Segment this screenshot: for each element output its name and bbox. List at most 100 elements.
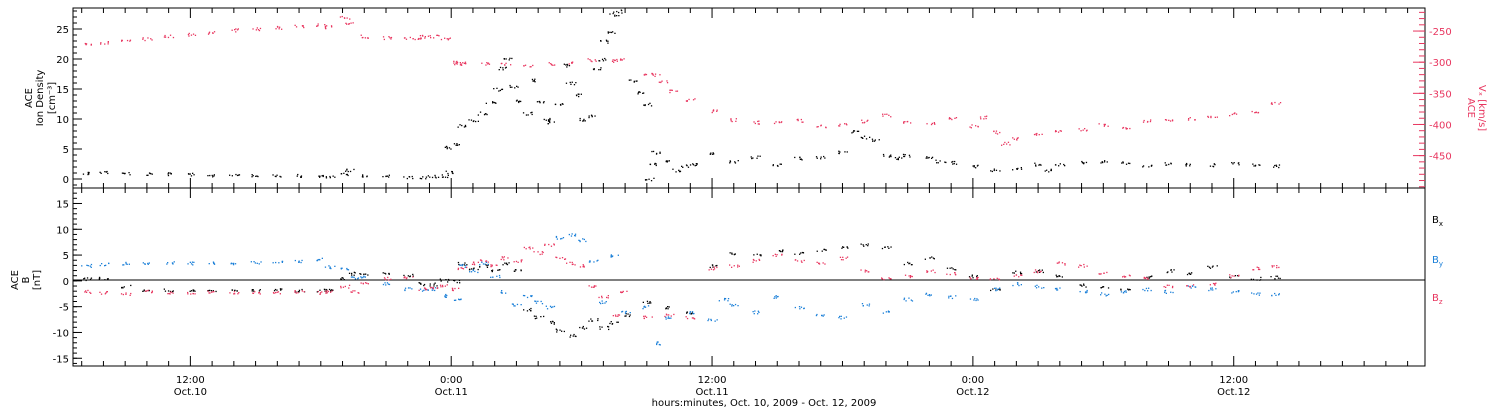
density-dot bbox=[853, 130, 855, 132]
bx-dot bbox=[556, 331, 558, 333]
density-dot bbox=[566, 63, 568, 66]
by-dot bbox=[1148, 287, 1150, 289]
bz-dot bbox=[911, 275, 913, 278]
bz-point bbox=[904, 274, 913, 279]
by-dot bbox=[974, 297, 976, 300]
magnetic-tick-label: -5 bbox=[59, 303, 69, 314]
velocity-dot bbox=[890, 116, 892, 118]
density-dot bbox=[1185, 164, 1187, 166]
velocity-dot bbox=[1274, 101, 1276, 104]
density-data-points bbox=[82, 9, 1281, 182]
by-dot bbox=[737, 305, 739, 307]
by-point bbox=[1231, 290, 1240, 294]
velocity-dot bbox=[404, 37, 406, 39]
by-dot bbox=[775, 297, 777, 299]
density-dot bbox=[863, 135, 866, 137]
bx-dot bbox=[559, 329, 561, 331]
by-dot bbox=[925, 292, 928, 294]
bz-dot bbox=[909, 275, 912, 277]
by-dot bbox=[453, 299, 456, 301]
density-dot bbox=[128, 172, 130, 174]
velocity-dot bbox=[1255, 111, 1257, 113]
bz-dot bbox=[1166, 284, 1168, 286]
density-dot bbox=[345, 173, 348, 176]
bz-dot bbox=[233, 291, 236, 293]
velocity-point bbox=[979, 115, 988, 120]
bz-dot bbox=[458, 287, 460, 289]
by-dot bbox=[511, 303, 514, 305]
velocity-point bbox=[382, 36, 393, 41]
bz-dot bbox=[500, 258, 502, 261]
by-dot bbox=[86, 264, 88, 266]
velocity-dot bbox=[817, 126, 819, 128]
density-dot bbox=[931, 157, 933, 159]
density-dot bbox=[504, 67, 507, 69]
bz-dot bbox=[737, 266, 739, 268]
bz-dot bbox=[1214, 283, 1216, 285]
density-dot bbox=[257, 175, 259, 178]
bz-dot bbox=[84, 291, 86, 293]
bz-point bbox=[429, 286, 439, 290]
bx-dot bbox=[90, 277, 93, 279]
bx-dot bbox=[123, 286, 125, 288]
by-dot bbox=[173, 261, 175, 263]
by-point bbox=[230, 262, 237, 266]
by-dot bbox=[927, 294, 929, 296]
velocity-dot bbox=[614, 59, 616, 62]
density-dot bbox=[1254, 165, 1257, 167]
bz-dot bbox=[348, 287, 350, 289]
velocity-dot bbox=[613, 61, 615, 63]
bz-dot bbox=[564, 258, 566, 260]
bx-dot bbox=[609, 322, 611, 325]
bx-dot bbox=[1059, 275, 1061, 277]
bz-point bbox=[167, 291, 174, 295]
density-dot bbox=[751, 157, 753, 160]
density-dot bbox=[319, 176, 321, 178]
by-dot bbox=[610, 255, 612, 257]
bx-dot bbox=[628, 315, 631, 318]
velocity-dot bbox=[126, 39, 129, 42]
velocity-point bbox=[142, 37, 153, 42]
density-dot bbox=[851, 132, 853, 134]
density-dot bbox=[655, 164, 657, 167]
density-point bbox=[637, 91, 645, 95]
bz-dot bbox=[319, 292, 322, 294]
by-dot bbox=[1125, 291, 1127, 293]
by-dot bbox=[903, 298, 905, 301]
bz-dot bbox=[344, 285, 346, 288]
density-dot bbox=[322, 174, 324, 177]
bz-dot bbox=[406, 277, 408, 279]
velocity-dot bbox=[348, 23, 350, 25]
bz-point bbox=[1033, 269, 1042, 274]
by-point bbox=[861, 303, 871, 307]
bx-dot bbox=[647, 302, 649, 304]
density-dot bbox=[888, 156, 890, 158]
by-dot bbox=[407, 287, 410, 289]
by-dot bbox=[330, 267, 332, 270]
bx-dot bbox=[479, 266, 481, 268]
by-dot bbox=[693, 312, 695, 315]
by-dot bbox=[230, 263, 232, 265]
density-dot bbox=[207, 175, 209, 177]
bz-dot bbox=[151, 291, 153, 293]
bx-dot bbox=[341, 277, 343, 279]
velocity-dot bbox=[861, 119, 863, 121]
velocity-dot bbox=[1165, 119, 1168, 121]
bz-dot bbox=[1083, 266, 1085, 268]
by-dot bbox=[624, 312, 627, 315]
bz-point bbox=[926, 269, 936, 274]
density-axis-title: ACE Ion Density [cm⁻³] bbox=[24, 70, 58, 127]
by-dot bbox=[656, 341, 658, 343]
velocity-dot bbox=[926, 123, 928, 125]
velocity-dot bbox=[666, 80, 668, 82]
bx-dot bbox=[1279, 277, 1281, 280]
velocity-dot bbox=[164, 36, 167, 38]
bx-point bbox=[189, 289, 196, 292]
velocity-dot bbox=[1210, 115, 1212, 118]
velocity-dot bbox=[846, 124, 848, 126]
by-dot bbox=[1017, 283, 1019, 285]
velocity-dot bbox=[194, 34, 197, 36]
density-dot bbox=[815, 156, 818, 158]
by-dot bbox=[474, 270, 476, 273]
bz-dot bbox=[1192, 284, 1195, 286]
